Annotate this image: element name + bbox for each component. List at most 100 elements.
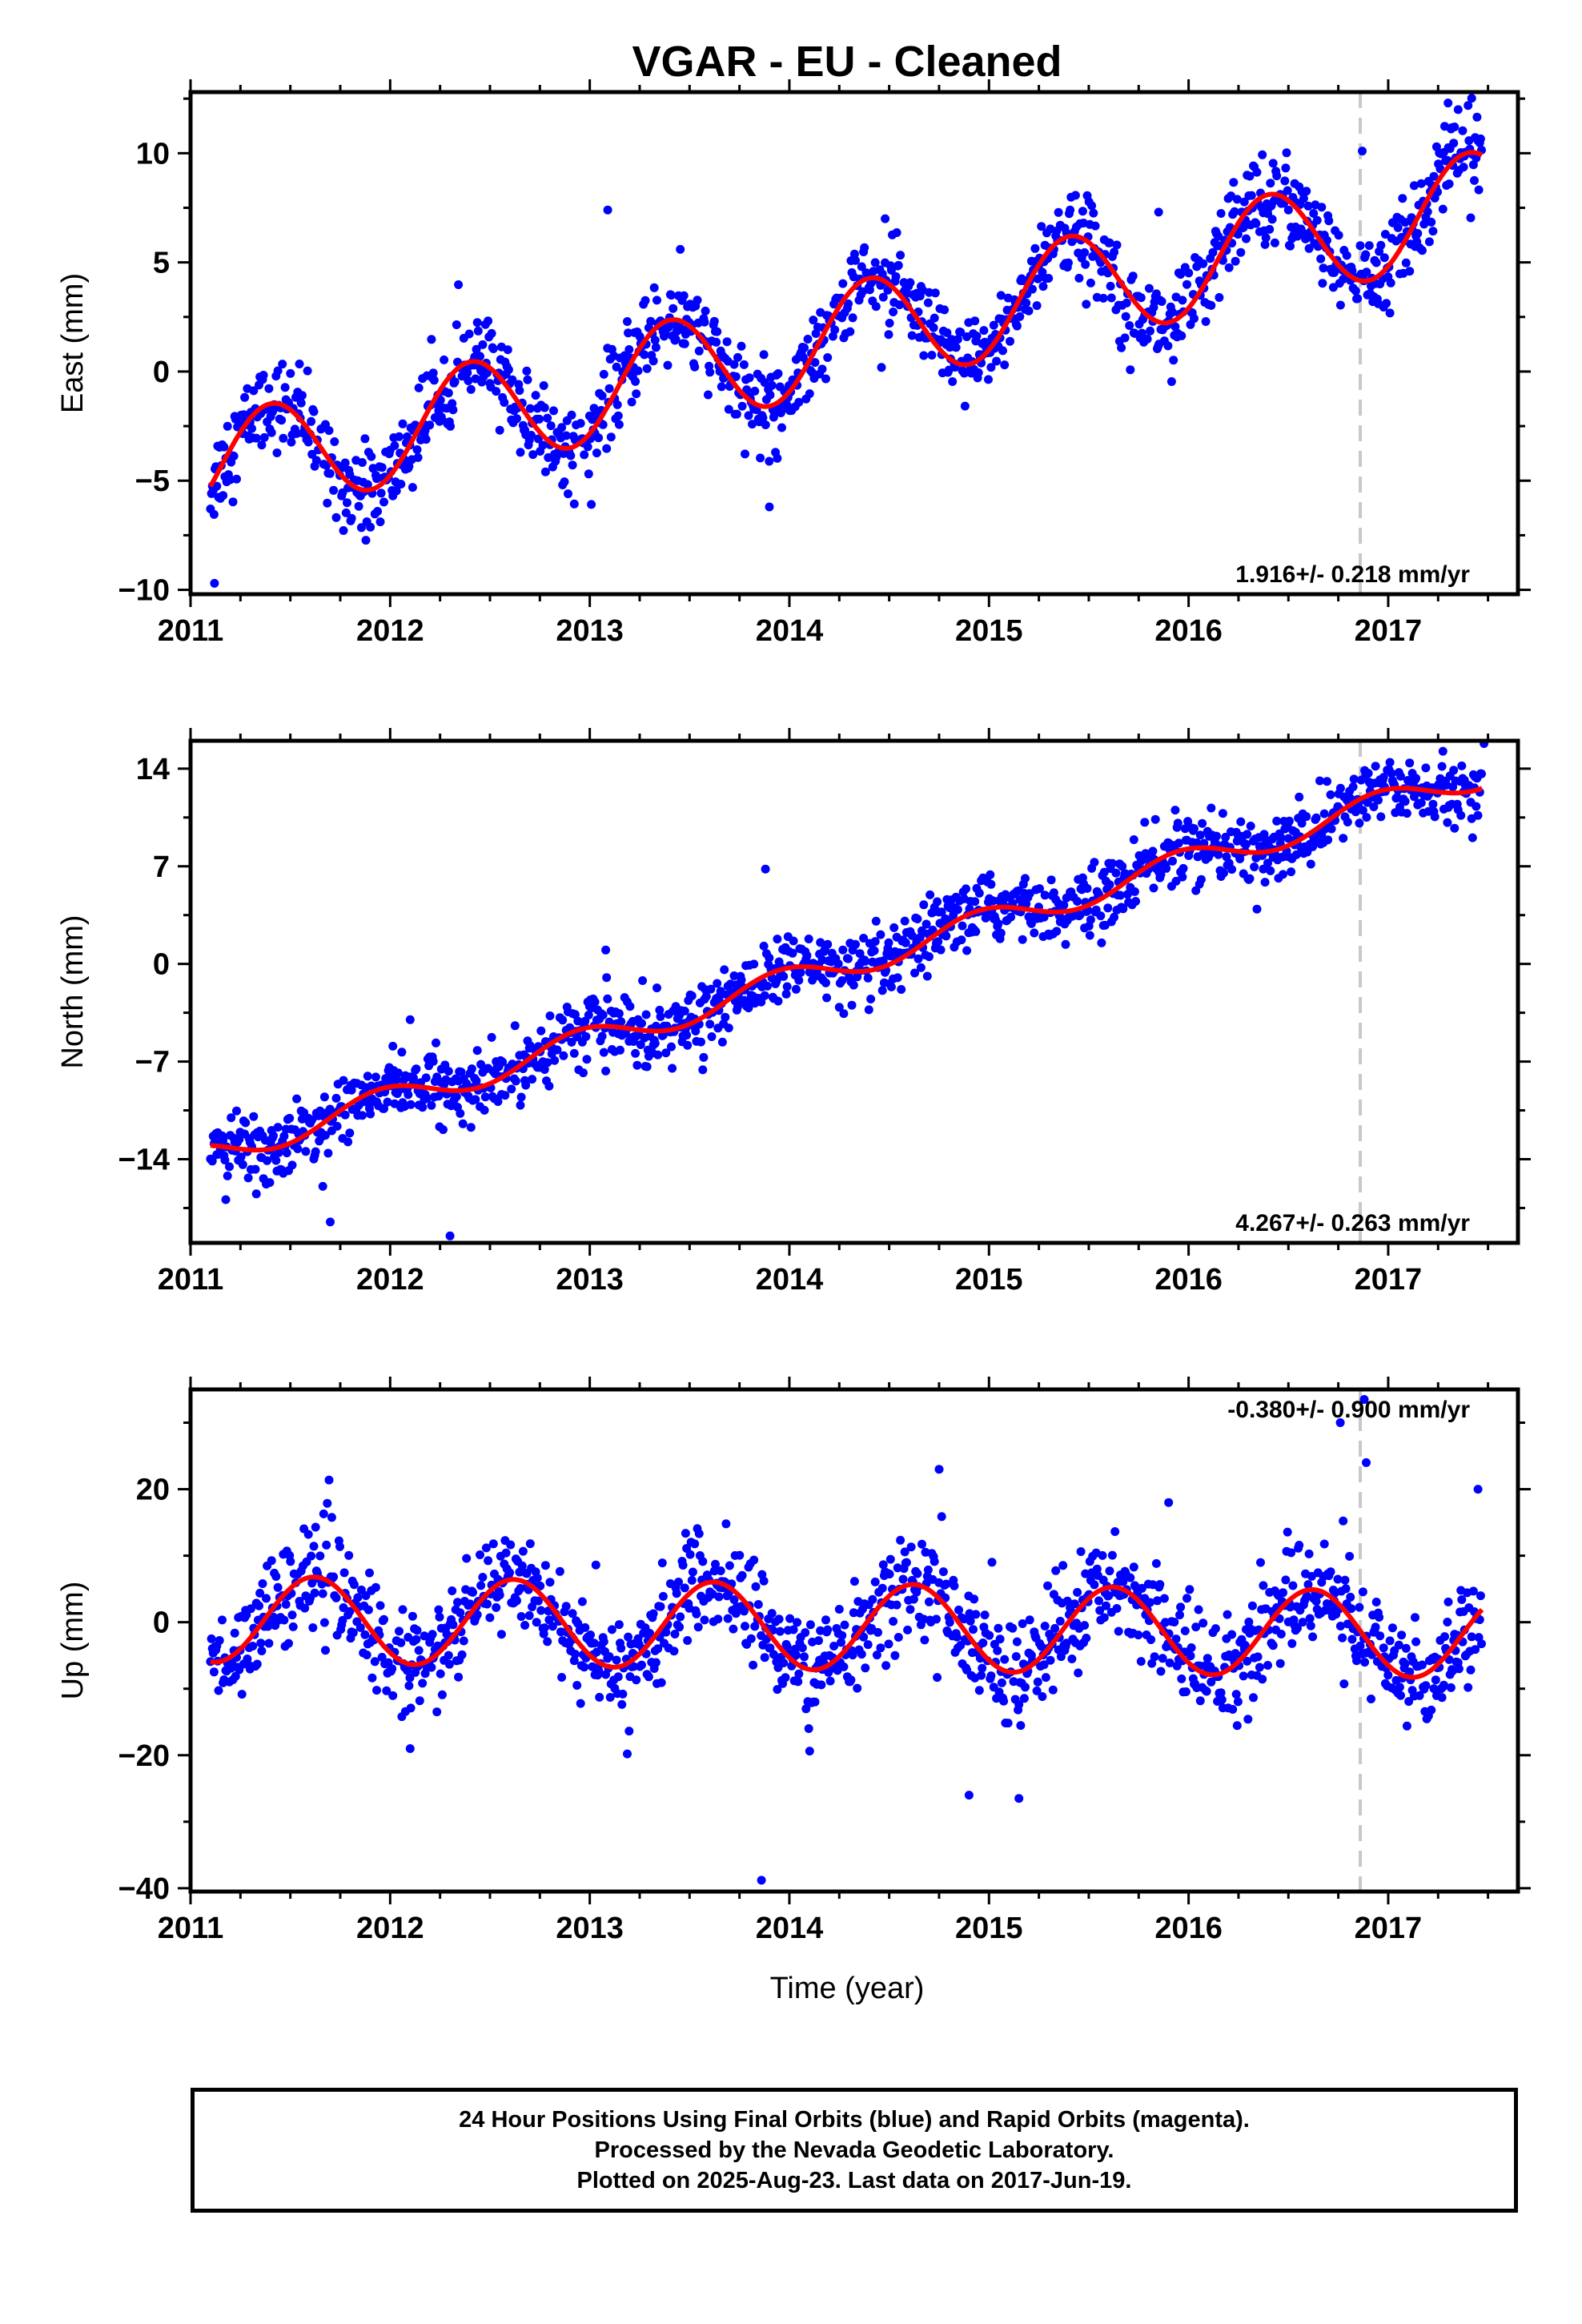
data-point (851, 939, 860, 949)
data-point (589, 1638, 599, 1648)
data-point (1371, 1622, 1380, 1632)
data-point (581, 1031, 591, 1041)
data-point (1239, 197, 1249, 207)
data-point (805, 1620, 815, 1630)
data-point (412, 1064, 421, 1074)
data-point (1058, 1561, 1068, 1570)
data-point (641, 1010, 651, 1019)
data-point (570, 1650, 580, 1659)
x-tick-label: 2015 (955, 614, 1023, 648)
data-point (1233, 1697, 1243, 1707)
data-point (1443, 1618, 1452, 1626)
data-point (1014, 1794, 1024, 1803)
data-point (1170, 806, 1180, 815)
data-point (1443, 1597, 1453, 1606)
data-point (325, 468, 335, 478)
data-point (322, 460, 331, 470)
data-point (1232, 195, 1242, 204)
data-point (603, 994, 612, 1003)
data-point (1261, 233, 1271, 243)
data-point (538, 440, 548, 450)
data-point (1286, 241, 1295, 251)
x-tick-label: 2011 (158, 614, 223, 648)
data-point (582, 1055, 592, 1064)
data-point (942, 931, 951, 941)
data-point (705, 1019, 715, 1029)
data-point (251, 433, 261, 443)
data-point (348, 1628, 358, 1638)
data-point (1038, 282, 1048, 292)
data-point (1158, 1654, 1167, 1663)
data-point (500, 1091, 510, 1100)
data-point (1033, 1677, 1042, 1687)
data-point (1339, 1516, 1348, 1526)
data-point (286, 368, 295, 378)
data-point (956, 328, 966, 337)
data-point (837, 1638, 845, 1647)
data-point (980, 1610, 990, 1620)
data-point (838, 945, 848, 955)
data-point (1457, 761, 1467, 770)
data-point (1411, 1637, 1421, 1647)
data-point (1142, 334, 1152, 344)
data-point (698, 1065, 708, 1075)
data-point (576, 1699, 585, 1708)
data-point (1076, 1547, 1086, 1556)
x-tick-label: 2011 (158, 1912, 223, 1945)
data-point (1309, 209, 1319, 218)
plot-frame (188, 1387, 1520, 1894)
data-point (801, 1704, 811, 1714)
data-point (782, 1642, 792, 1651)
data-point (395, 432, 404, 441)
data-point (548, 1622, 557, 1631)
data-point (765, 456, 774, 466)
data-point (1467, 94, 1476, 103)
data-point (1266, 179, 1275, 188)
data-point (439, 1125, 448, 1135)
data-point (1468, 160, 1478, 170)
data-point (671, 335, 681, 344)
data-point (675, 1622, 685, 1632)
x-tick-label: 2017 (1355, 1912, 1423, 1945)
data-point (1086, 915, 1095, 924)
data-point (1341, 1584, 1351, 1594)
x-tick-label: 2013 (556, 1912, 624, 1945)
y-tick-label: 5 (153, 247, 170, 280)
data-point (1070, 191, 1080, 200)
data-point (1030, 928, 1039, 938)
data-point (1183, 817, 1193, 826)
data-point (1194, 1605, 1203, 1614)
data-point (613, 411, 623, 420)
data-point (714, 1592, 724, 1602)
data-point (1087, 201, 1097, 211)
data-point (580, 450, 589, 460)
data-point (326, 1217, 335, 1227)
data-point (495, 1590, 504, 1600)
data-point (345, 1128, 355, 1138)
data-point (760, 378, 769, 388)
data-point (1476, 134, 1485, 143)
data-point (1272, 816, 1282, 826)
data-point (1112, 240, 1122, 250)
data-point (1256, 1558, 1265, 1567)
data-point (821, 978, 830, 987)
data-point (604, 1652, 614, 1662)
data-point (273, 366, 283, 376)
data-point (971, 1610, 981, 1619)
data-point (301, 1147, 311, 1156)
data-point (873, 1627, 882, 1637)
data-point (692, 1609, 701, 1618)
data-point (599, 1047, 608, 1057)
data-point (960, 401, 970, 411)
data-point (974, 1686, 984, 1695)
data-point (1326, 1567, 1335, 1577)
data-points (206, 1395, 1486, 1885)
data-point (569, 499, 579, 509)
y-tick-label: −14 (118, 1144, 170, 1177)
data-point (339, 1568, 349, 1578)
data-point (889, 1617, 898, 1626)
data-point (1098, 1550, 1107, 1560)
data-point (1230, 207, 1239, 216)
data-point (594, 1666, 604, 1675)
data-point (1456, 810, 1466, 820)
